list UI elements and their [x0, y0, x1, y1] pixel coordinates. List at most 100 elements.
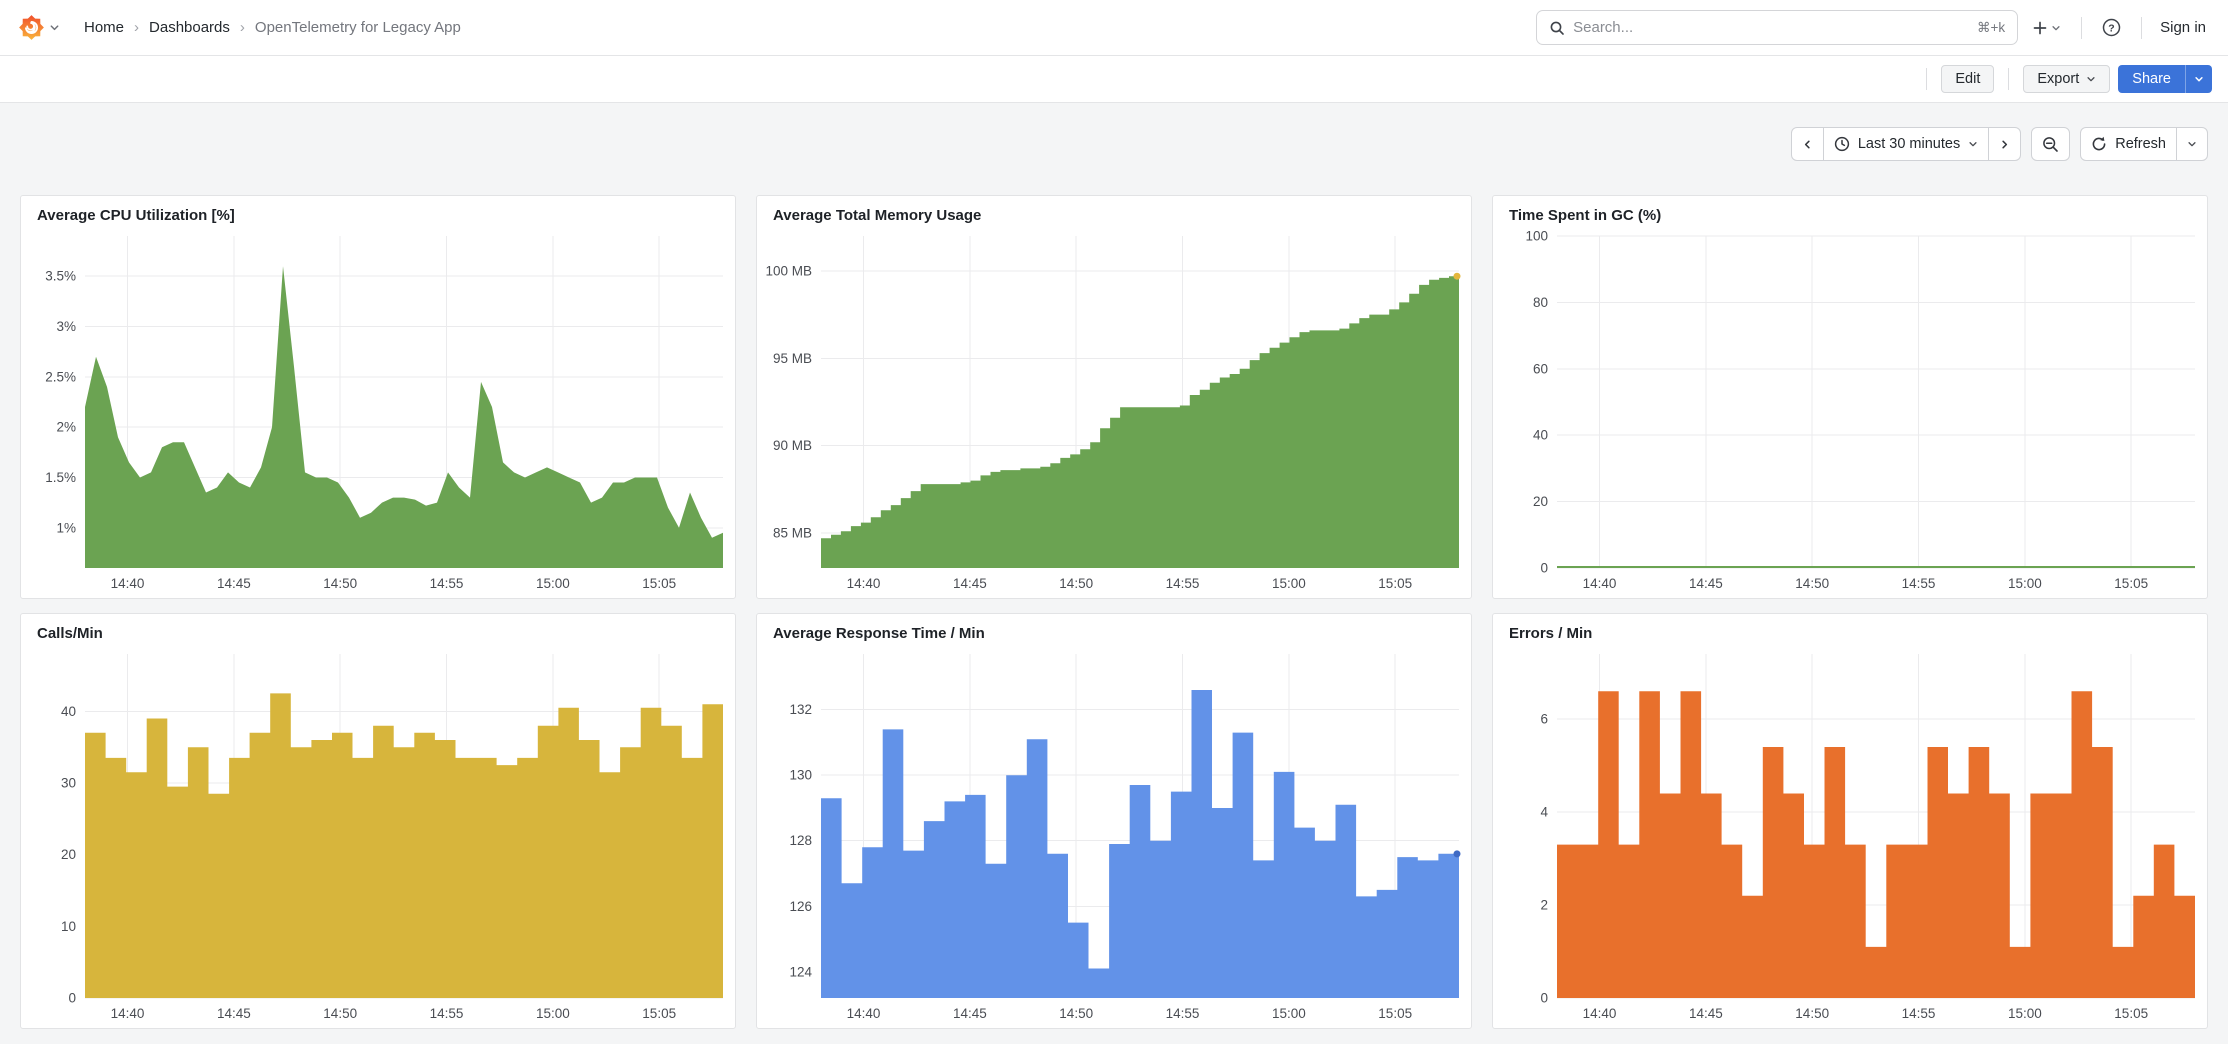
- share-button[interactable]: Share: [2118, 65, 2185, 93]
- panel-title[interactable]: Average Total Memory Usage: [773, 207, 982, 224]
- dashboard-grid: Average CPU Utilization [%] 14:40 14:45 14…: [20, 195, 2208, 1029]
- top-navbar: Home › Dashboards › OpenTelemetry for Le…: [0, 0, 2228, 56]
- divider: [2008, 68, 2010, 90]
- panel-title[interactable]: Errors / Min: [1509, 625, 1593, 642]
- chevron-down-icon: [2086, 74, 2096, 84]
- svg-text:126: 126: [789, 899, 812, 914]
- svg-text:15:00: 15:00: [536, 1006, 570, 1021]
- search-icon: [1549, 20, 1565, 36]
- svg-text:2.5%: 2.5%: [45, 369, 76, 384]
- org-switcher[interactable]: [18, 14, 60, 41]
- time-back-button[interactable]: [1790, 127, 1824, 161]
- chevron-down-icon: [1968, 139, 1978, 149]
- svg-text:95 MB: 95 MB: [773, 351, 812, 366]
- svg-text:14:50: 14:50: [1059, 576, 1093, 591]
- breadcrumb-separator: ›: [134, 19, 140, 36]
- svg-text:15:05: 15:05: [1378, 1006, 1412, 1021]
- svg-text:15:00: 15:00: [2008, 576, 2042, 591]
- svg-text:3.5%: 3.5%: [45, 269, 76, 284]
- panel-title[interactable]: Time Spent in GC (%): [1509, 207, 1662, 224]
- breadcrumb-current-dashboard: OpenTelemetry for Legacy App: [254, 19, 461, 36]
- cpu-utilization-chart[interactable]: 14:40 14:45 14:50 14:55 15:00 15:05 1% 1.5% 2% 2.…: [21, 226, 735, 598]
- gc-time-chart[interactable]: 14:40 14:45 14:50 14:55 15:00 15:05 0 20 40 60 80 1…: [1493, 226, 2207, 598]
- svg-text:14:50: 14:50: [323, 1006, 357, 1021]
- svg-text:15:05: 15:05: [1378, 576, 1412, 591]
- chevron-down-icon: [49, 22, 60, 33]
- svg-text:0: 0: [1540, 561, 1548, 576]
- svg-text:124: 124: [789, 964, 812, 979]
- svg-text:2%: 2%: [56, 420, 76, 435]
- chevron-down-icon: [2187, 139, 2197, 149]
- svg-text:0: 0: [1540, 991, 1548, 1006]
- svg-text:30: 30: [61, 776, 76, 791]
- svg-text:15:05: 15:05: [642, 576, 676, 591]
- time-range-picker[interactable]: Last 30 minutes: [1822, 127, 1990, 161]
- refresh-icon: [2091, 136, 2107, 152]
- svg-text:132: 132: [789, 702, 812, 717]
- breadcrumb-dashboards[interactable]: Dashboards: [149, 19, 230, 36]
- panel-gc-time: Time Spent in GC (%) 14:40 14:45 14:50 14:5…: [1492, 195, 2208, 599]
- svg-text:20: 20: [1533, 494, 1548, 509]
- svg-text:3%: 3%: [56, 319, 76, 334]
- svg-text:14:40: 14:40: [847, 576, 881, 591]
- svg-text:60: 60: [1533, 361, 1548, 376]
- chevron-right-icon: [1999, 139, 2010, 150]
- svg-text:14:55: 14:55: [1166, 576, 1200, 591]
- svg-text:14:50: 14:50: [1795, 576, 1829, 591]
- svg-text:?: ?: [2108, 22, 2114, 34]
- help-button[interactable]: ?: [2096, 12, 2127, 43]
- svg-text:14:50: 14:50: [1059, 1006, 1093, 1021]
- errors-per-min-chart[interactable]: 14:40 14:45 14:50 14:55 15:00 15:05 0 2 4 6: [1493, 644, 2207, 1028]
- refresh-interval-dropdown[interactable]: [2176, 127, 2208, 161]
- svg-text:15:00: 15:00: [1272, 1006, 1306, 1021]
- refresh-button[interactable]: Refresh: [2080, 127, 2177, 161]
- refresh-label: Refresh: [2115, 136, 2166, 152]
- panel-calls-per-min: Calls/Min 14:40 14:45 14:50 14:55 15:00 15:05…: [20, 613, 736, 1029]
- svg-text:15:05: 15:05: [642, 1006, 676, 1021]
- sign-in-button[interactable]: Sign in: [2156, 13, 2210, 42]
- svg-text:14:45: 14:45: [217, 1006, 251, 1021]
- svg-text:0: 0: [68, 991, 76, 1006]
- breadcrumb-separator: ›: [239, 19, 245, 36]
- panel-errors-per-min: Errors / Min 14:40 14:45 14:50 14:55 15:00 15…: [1492, 613, 2208, 1029]
- calls-per-min-chart[interactable]: 14:40 14:45 14:50 14:55 15:00 15:05 0 10 20 30 40: [21, 644, 735, 1028]
- svg-text:14:55: 14:55: [1902, 1006, 1936, 1021]
- response-time-chart[interactable]: 14:40 14:45 14:50 14:55 15:00 15:05 124 126 128 1…: [757, 644, 1471, 1028]
- zoom-out-button[interactable]: [2031, 127, 2071, 161]
- panel-title[interactable]: Average CPU Utilization [%]: [37, 207, 235, 224]
- panel-memory-usage: Average Total Memory Usage 14:40 14:45 14:…: [756, 195, 1472, 599]
- time-forward-button[interactable]: [1988, 127, 2022, 161]
- breadcrumb-home[interactable]: Home: [84, 19, 125, 36]
- chevron-down-icon: [2194, 74, 2204, 84]
- svg-text:15:05: 15:05: [2114, 576, 2148, 591]
- divider: [1926, 68, 1928, 90]
- svg-text:130: 130: [789, 768, 812, 783]
- new-dashboard-button[interactable]: [2026, 14, 2067, 42]
- memory-usage-chart[interactable]: 14:40 14:45 14:50 14:55 15:00 15:05 85 MB 90 MB…: [757, 226, 1471, 598]
- svg-text:14:40: 14:40: [847, 1006, 881, 1021]
- svg-text:80: 80: [1533, 295, 1548, 310]
- svg-text:1.5%: 1.5%: [45, 470, 76, 485]
- export-button[interactable]: Export: [2023, 65, 2111, 93]
- time-controls: Last 30 minutes Refresh: [0, 103, 2228, 161]
- edit-button[interactable]: Edit: [1941, 65, 1995, 93]
- svg-text:4: 4: [1540, 805, 1548, 820]
- search-placeholder: Search...: [1573, 19, 1634, 36]
- search-input[interactable]: Search... ⌘+k: [1536, 10, 2019, 45]
- svg-text:128: 128: [789, 833, 812, 848]
- panel-title[interactable]: Calls/Min: [37, 625, 103, 642]
- grafana-logo-icon: [18, 14, 45, 41]
- share-dropdown-button[interactable]: [2185, 65, 2212, 93]
- panel-title[interactable]: Average Response Time / Min: [773, 625, 985, 642]
- svg-text:14:55: 14:55: [1166, 1006, 1200, 1021]
- dashboard-toolbar: Edit Export Share: [0, 56, 2228, 103]
- svg-text:90 MB: 90 MB: [773, 438, 812, 453]
- svg-text:15:00: 15:00: [1272, 576, 1306, 591]
- svg-text:14:50: 14:50: [1795, 1006, 1829, 1021]
- clock-icon: [1834, 136, 1850, 152]
- svg-text:100 MB: 100 MB: [765, 263, 812, 278]
- svg-text:14:55: 14:55: [1902, 576, 1936, 591]
- svg-text:100: 100: [1525, 229, 1548, 244]
- svg-text:14:40: 14:40: [1583, 1006, 1617, 1021]
- svg-text:14:55: 14:55: [430, 1006, 464, 1021]
